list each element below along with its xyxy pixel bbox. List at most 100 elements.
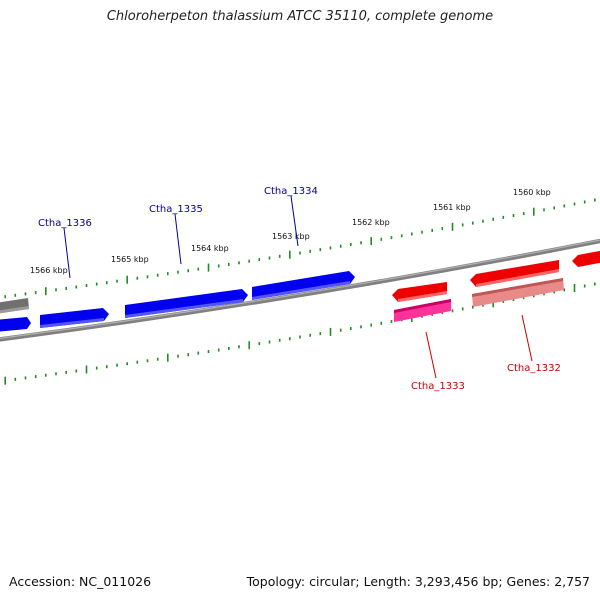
gene-label-ctha-1335[interactable]: Ctha_1335 [149,204,203,215]
upper-tick-row-minor-tick [228,262,230,266]
lower-tick-row-minor-tick [207,350,210,354]
lower-tick-row-minor-tick [360,325,362,329]
upper-tick-row-minor-tick [14,293,17,297]
upper-tick-row-minor-tick [411,232,413,236]
gene-arrow-ctha-1336[interactable] [40,308,109,328]
lower-tick-row-major-tick [492,299,494,308]
gene-arrow-ctha-1335[interactable] [125,289,248,318]
lower-tick-row-minor-tick [533,294,535,298]
lower-tick-row-minor-tick [319,332,322,336]
lower-tick-row-minor-tick [289,337,291,341]
gene-arrow-ctha-1335-shade [125,299,243,318]
lower-tick-row-minor-tick [461,307,464,311]
upper-tick-row-minor-tick [258,258,261,262]
upper-tick-row-minor-tick [136,276,139,280]
lower-tick-row-minor-tick [187,353,189,357]
lower-tick-row-minor-tick [380,321,383,325]
gene-label-ctha-1336[interactable]: Ctha_1336 [38,218,92,229]
lower-tick-row-minor-tick [268,340,271,344]
upper-tick-row-minor-tick [339,244,342,248]
lower-tick-row-major-tick [329,327,332,336]
lower-tick-row-minor-tick [278,338,281,342]
kbp-label-1560: 1560 kbp [513,188,551,197]
gene-arrow-ctha-1332-a-shade [476,269,559,287]
lower-tick-row-minor-tick [583,284,586,288]
lower-tick-row-minor-tick [228,346,230,350]
accession-label: Accession: NC_011026 [9,574,152,589]
genome-backbone [0,238,600,342]
upper-tick-row-minor-tick [390,236,393,240]
upper-tick-row-minor-tick [116,279,118,283]
lower-tick-row-minor-tick [75,369,78,373]
upper-tick-row-minor-tick [146,275,149,279]
lower-tick-row-minor-tick [156,357,159,361]
kbp-label-1564: 1564 kbp [191,244,229,253]
upper-tick-row-minor-tick [461,223,464,227]
upper-tick-row-minor-tick [360,241,362,245]
gene-arrow-ctha-1333-a-shade [398,291,447,302]
upper-tick-row-minor-tick [400,234,403,238]
upper-tick-row-minor-tick [65,286,67,290]
gene-arrow-left-fragment[interactable] [0,317,31,332]
gene-label-ctha-1334[interactable]: Ctha_1334 [264,186,318,197]
lower-tick-row-minor-tick [390,320,393,323]
reverse-strand-genes [392,250,600,322]
upper-tick-row-minor-tick [309,249,311,253]
upper-tick-row-minor-tick [187,269,189,273]
lower-tick-row-minor-tick [522,296,525,300]
upper-tick-row-minor-tick [95,282,98,286]
gene-arrow-ctha-1333-a[interactable] [392,282,447,302]
lower-tick-row-minor-tick [45,373,47,377]
genome-title: Chloroherpeton thalassium ATCC 35110, co… [106,9,494,24]
lower-tick-row-minor-tick [482,303,484,307]
kbp-label-1561: 1561 kbp [433,203,471,212]
kbp-label-1566: 1566 kbp [30,266,68,275]
upper-tick-row-minor-tick [268,256,271,260]
lower-tick-row-minor-tick [238,345,240,349]
genome-backbone-highlight [0,239,600,339]
genome-summary: Topology: circular; Length: 3,293,456 bp… [246,574,590,589]
lower-tick-row-minor-tick [177,354,179,358]
gene-arrow-ctha-1333-b-top [394,299,451,313]
gene-labels: Ctha_1336 Ctha_1335 Ctha_1334 Ctha_1333 … [38,186,561,392]
upper-tick-row-minor-tick [522,212,525,216]
gene-label-ctha-1333[interactable]: Ctha_1333 [411,381,465,392]
lower-tick-row-major-tick [85,365,88,374]
gene-label-ctha-1332[interactable]: Ctha_1332 [507,363,561,374]
gene-arrow-grey-edge-shade [0,306,29,314]
upper-tick-row-major-tick [126,275,128,284]
upper-tick-row-minor-tick [472,221,474,225]
upper-tick-row-minor-tick [248,259,250,263]
lower-tick-row-minor-tick [339,328,342,332]
gene-arrow-right-fragment[interactable] [572,250,600,267]
leader-ctha-1335 [174,213,182,265]
lower-tick-row-minor-tick [553,290,555,294]
upper-tick-row-major-tick [207,263,210,272]
upper-tick-row-minor-tick [553,206,555,210]
upper-tick-row-minor-tick [217,264,220,268]
upper-tick-row-minor-tick [543,208,545,212]
lower-tick-row-minor-tick [116,363,118,367]
lower-tick-row-minor-tick [350,327,352,330]
gene-arrow-ctha-1334[interactable] [252,271,355,300]
gene-arrow-ctha-1334-shade [252,281,350,300]
upper-tick-row-minor-tick [24,292,27,296]
lower-tick-row-minor-tick [217,348,220,352]
gene-arrow-ctha-1336-shade [40,318,104,328]
lower-tick-row-minor-tick [65,370,67,374]
lower-tick-row-minor-tick [299,335,301,339]
upper-tick-row-minor-tick [482,219,484,223]
gene-leader-lines [63,195,533,379]
upper-tick-row-minor-tick [278,254,281,258]
gene-arrow-ctha-1332-a[interactable] [470,260,559,287]
lower-tick-row-minor-tick [126,362,128,366]
lower-tick-row-minor-tick [197,351,200,355]
gene-arrow-ctha-1332-b[interactable] [472,278,564,307]
upper-tick-row-minor-tick [421,230,423,234]
upper-tick-row-minor-tick [4,295,6,299]
lower-tick-row-minor-tick [502,299,505,303]
upper-tick-row-minor-tick [492,217,494,221]
upper-tick-row-major-tick [451,222,454,231]
